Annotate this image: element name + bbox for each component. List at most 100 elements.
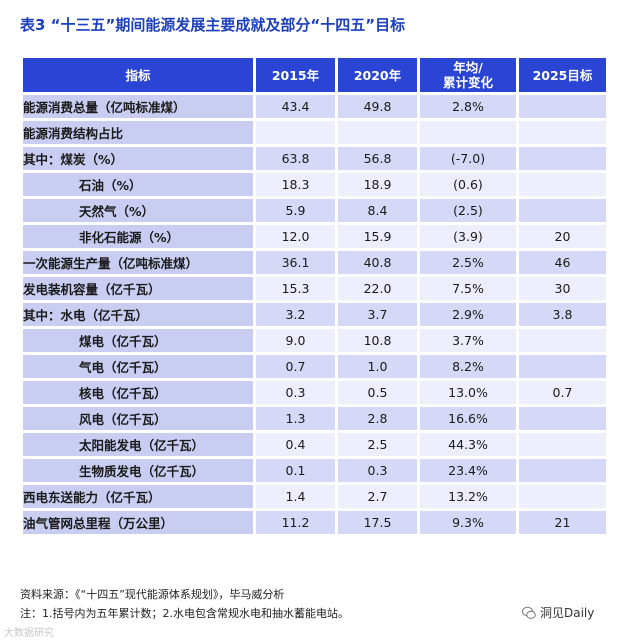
cell-change: (2.5)	[420, 199, 516, 222]
row-label: 一次能源生产量（亿吨标准煤）	[23, 251, 253, 274]
cell-2015: 15.3	[256, 277, 335, 300]
cell-2015: 0.4	[256, 433, 335, 456]
header-2020: 2020年	[338, 58, 417, 92]
cell-2015: 36.1	[256, 251, 335, 274]
cell-change: 2.9%	[420, 303, 516, 326]
row-label: 风电（亿千瓦）	[23, 407, 253, 430]
cell-2020: 2.7	[338, 485, 417, 508]
header-change: 年均/ 累计变化	[420, 58, 516, 92]
row-label: 非化石能源（%）	[23, 225, 253, 248]
wechat-icon	[522, 606, 536, 619]
table-row: 气电（亿千瓦） 0.7 1.0 8.2%	[23, 355, 606, 378]
cell-target: 30	[519, 277, 606, 300]
cell-target	[519, 407, 606, 430]
row-label: 油气管网总里程（万公里）	[23, 511, 253, 534]
cell-2020: 18.9	[338, 173, 417, 196]
cell-target	[519, 329, 606, 352]
cell-2020	[338, 121, 417, 144]
cell-2020: 8.4	[338, 199, 417, 222]
cell-target: 20	[519, 225, 606, 248]
table-row: 石油（%） 18.3 18.9 (0.6)	[23, 173, 606, 196]
cell-2020: 17.5	[338, 511, 417, 534]
header-row: 指标 2015年 2020年 年均/ 累计变化 2025目标	[23, 58, 606, 92]
cell-target: 0.7	[519, 381, 606, 404]
table-row: 其中：水电（亿千瓦） 3.2 3.7 2.9% 3.8	[23, 303, 606, 326]
row-label: 太阳能发电（亿千瓦）	[23, 433, 253, 456]
table-row: 生物质发电（亿千瓦） 0.1 0.3 23.4%	[23, 459, 606, 482]
row-label: 核电（亿千瓦）	[23, 381, 253, 404]
cell-2015: 1.4	[256, 485, 335, 508]
cell-change: 23.4%	[420, 459, 516, 482]
cell-change: 16.6%	[420, 407, 516, 430]
cell-2020: 0.3	[338, 459, 417, 482]
row-label: 气电（亿千瓦）	[23, 355, 253, 378]
row-label: 发电装机容量（亿千瓦）	[23, 277, 253, 300]
cell-change: 8.2%	[420, 355, 516, 378]
cell-2020: 2.5	[338, 433, 417, 456]
cell-2020: 10.8	[338, 329, 417, 352]
cell-change: (-7.0)	[420, 147, 516, 170]
cell-2015: 43.4	[256, 95, 335, 118]
cell-target	[519, 199, 606, 222]
watermark: 大数据研究	[4, 628, 54, 639]
header-change-text: 年均/ 累计变化	[442, 60, 493, 90]
cell-2015: 9.0	[256, 329, 335, 352]
table-row: 能源消费结构占比	[23, 121, 606, 144]
cell-2015: 1.3	[256, 407, 335, 430]
row-label: 能源消费结构占比	[23, 121, 253, 144]
cell-change: 44.3%	[420, 433, 516, 456]
row-label: 其中：水电（亿千瓦）	[23, 303, 253, 326]
table-row: 油气管网总里程（万公里） 11.2 17.5 9.3% 21	[23, 511, 606, 534]
cell-2020: 2.8	[338, 407, 417, 430]
cell-2015	[256, 121, 335, 144]
table-row: 太阳能发电（亿千瓦） 0.4 2.5 44.3%	[23, 433, 606, 456]
cell-target	[519, 355, 606, 378]
cell-target	[519, 95, 606, 118]
row-label: 西电东送能力（亿千瓦）	[23, 485, 253, 508]
row-label: 石油（%）	[23, 173, 253, 196]
brand-text: 洞见Daily	[540, 606, 595, 620]
cell-target	[519, 433, 606, 456]
header-2025-target: 2025目标	[519, 58, 606, 92]
cell-2020: 49.8	[338, 95, 417, 118]
cell-change: 2.8%	[420, 95, 516, 118]
table-row: 能源消费总量（亿吨标准煤） 43.4 49.8 2.8%	[23, 95, 606, 118]
cell-change: 13.2%	[420, 485, 516, 508]
brand-label: 洞见Daily	[522, 604, 594, 621]
cell-2015: 0.1	[256, 459, 335, 482]
cell-target	[519, 459, 606, 482]
row-label: 天然气（%）	[23, 199, 253, 222]
cell-change: 2.5%	[420, 251, 516, 274]
table-row: 非化石能源（%） 12.0 15.9 (3.9) 20	[23, 225, 606, 248]
note-text: 注：1.括号内为五年累计数；2.水电包含常规水电和抽水蓄能电站。	[20, 607, 349, 620]
cell-2020: 56.8	[338, 147, 417, 170]
cell-target	[519, 121, 606, 144]
table-row: 煤电（亿千瓦） 9.0 10.8 3.7%	[23, 329, 606, 352]
cell-2015: 5.9	[256, 199, 335, 222]
table-row: 一次能源生产量（亿吨标准煤） 36.1 40.8 2.5% 46	[23, 251, 606, 274]
cell-target: 21	[519, 511, 606, 534]
cell-target	[519, 147, 606, 170]
cell-2015: 18.3	[256, 173, 335, 196]
row-label: 煤电（亿千瓦）	[23, 329, 253, 352]
header-2015: 2015年	[256, 58, 335, 92]
cell-change: (0.6)	[420, 173, 516, 196]
cell-2015: 63.8	[256, 147, 335, 170]
table-row: 西电东送能力（亿千瓦） 1.4 2.7 13.2%	[23, 485, 606, 508]
cell-2020: 15.9	[338, 225, 417, 248]
row-label: 生物质发电（亿千瓦）	[23, 459, 253, 482]
cell-target: 3.8	[519, 303, 606, 326]
row-label: 能源消费总量（亿吨标准煤）	[23, 95, 253, 118]
cell-2015: 11.2	[256, 511, 335, 534]
cell-2015: 3.2	[256, 303, 335, 326]
table-title: 表3 “十三五”期间能源发展主要成就及部分“十四五”目标	[20, 16, 406, 34]
source-text: 资料来源：《“十四五”现代能源体系规划》，毕马威分析	[20, 588, 285, 601]
cell-change: 3.7%	[420, 329, 516, 352]
cell-target: 46	[519, 251, 606, 274]
cell-2020: 22.0	[338, 277, 417, 300]
table-row: 天然气（%） 5.9 8.4 (2.5)	[23, 199, 606, 222]
cell-change: 9.3%	[420, 511, 516, 534]
cell-2020: 3.7	[338, 303, 417, 326]
cell-2015: 12.0	[256, 225, 335, 248]
cell-2020: 1.0	[338, 355, 417, 378]
